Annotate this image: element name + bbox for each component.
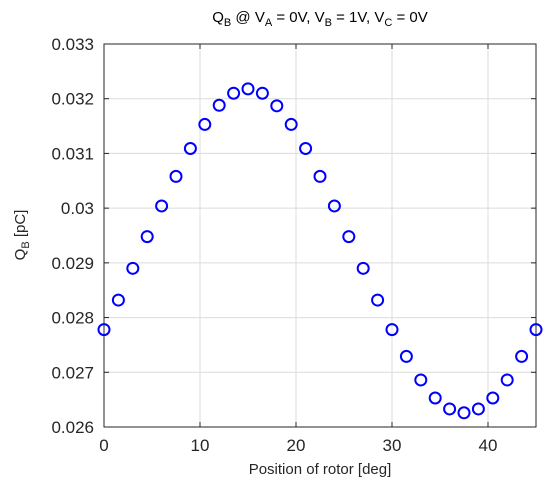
data-point: [443, 402, 457, 416]
x-tick-label: 20: [287, 436, 306, 455]
data-point: [327, 199, 341, 213]
y-tick-label: 0.028: [51, 309, 94, 328]
data-point: [169, 169, 183, 183]
data-point: [97, 323, 111, 337]
data-point: [270, 99, 284, 113]
data-point: [183, 142, 197, 156]
x-tick-label: 0: [99, 436, 108, 455]
data-point: [299, 142, 313, 156]
grid-lines: [103, 43, 536, 428]
y-tick-label: 0.03: [61, 199, 94, 218]
data-point: [529, 323, 543, 337]
data-point: [342, 230, 356, 244]
data-point: [155, 199, 169, 213]
x-tick-label: 10: [191, 436, 210, 455]
axis-ticks: 0 10 20 30 40 0.026 0.027 0.028 0.029 0.03 0.031 0.…: [51, 35, 536, 455]
data-point: [198, 117, 212, 131]
data-point: [126, 261, 140, 275]
data-point: [111, 293, 125, 307]
y-tick-label: 0.031: [51, 144, 94, 163]
data-point: [486, 391, 500, 405]
data-point: [241, 82, 255, 96]
data-point: [356, 261, 370, 275]
data-point: [399, 349, 413, 363]
data-point: [385, 323, 399, 337]
y-axis-label: QB [pC]: [12, 210, 32, 261]
y-tick-label: 0.033: [51, 35, 94, 54]
data-point: [428, 391, 442, 405]
data-point: [255, 86, 269, 100]
y-tick-label: 0.029: [51, 254, 94, 273]
y-tick-label: 0.032: [51, 90, 94, 109]
data-point: [284, 117, 298, 131]
data-point: [471, 402, 485, 416]
data-point: [515, 349, 529, 363]
y-tick-label: 0.026: [51, 418, 94, 437]
data-point: [212, 98, 226, 112]
data-point: [140, 230, 154, 244]
data-point: [313, 169, 327, 183]
x-axis-label: Position of rotor [deg]: [249, 461, 392, 478]
data-point: [457, 406, 471, 420]
data-point: [227, 86, 241, 100]
data-point: [371, 293, 385, 307]
data-point: [414, 373, 428, 387]
x-tick-label: 40: [479, 436, 498, 455]
y-tick-label: 0.027: [51, 363, 94, 382]
data-points: [97, 82, 543, 420]
plot-area-frame: [103, 43, 537, 428]
chart-title: QB @ VA = 0V, VB = 1V, VC = 0V: [212, 9, 428, 29]
x-tick-label: 30: [383, 436, 402, 455]
data-point: [500, 373, 514, 387]
